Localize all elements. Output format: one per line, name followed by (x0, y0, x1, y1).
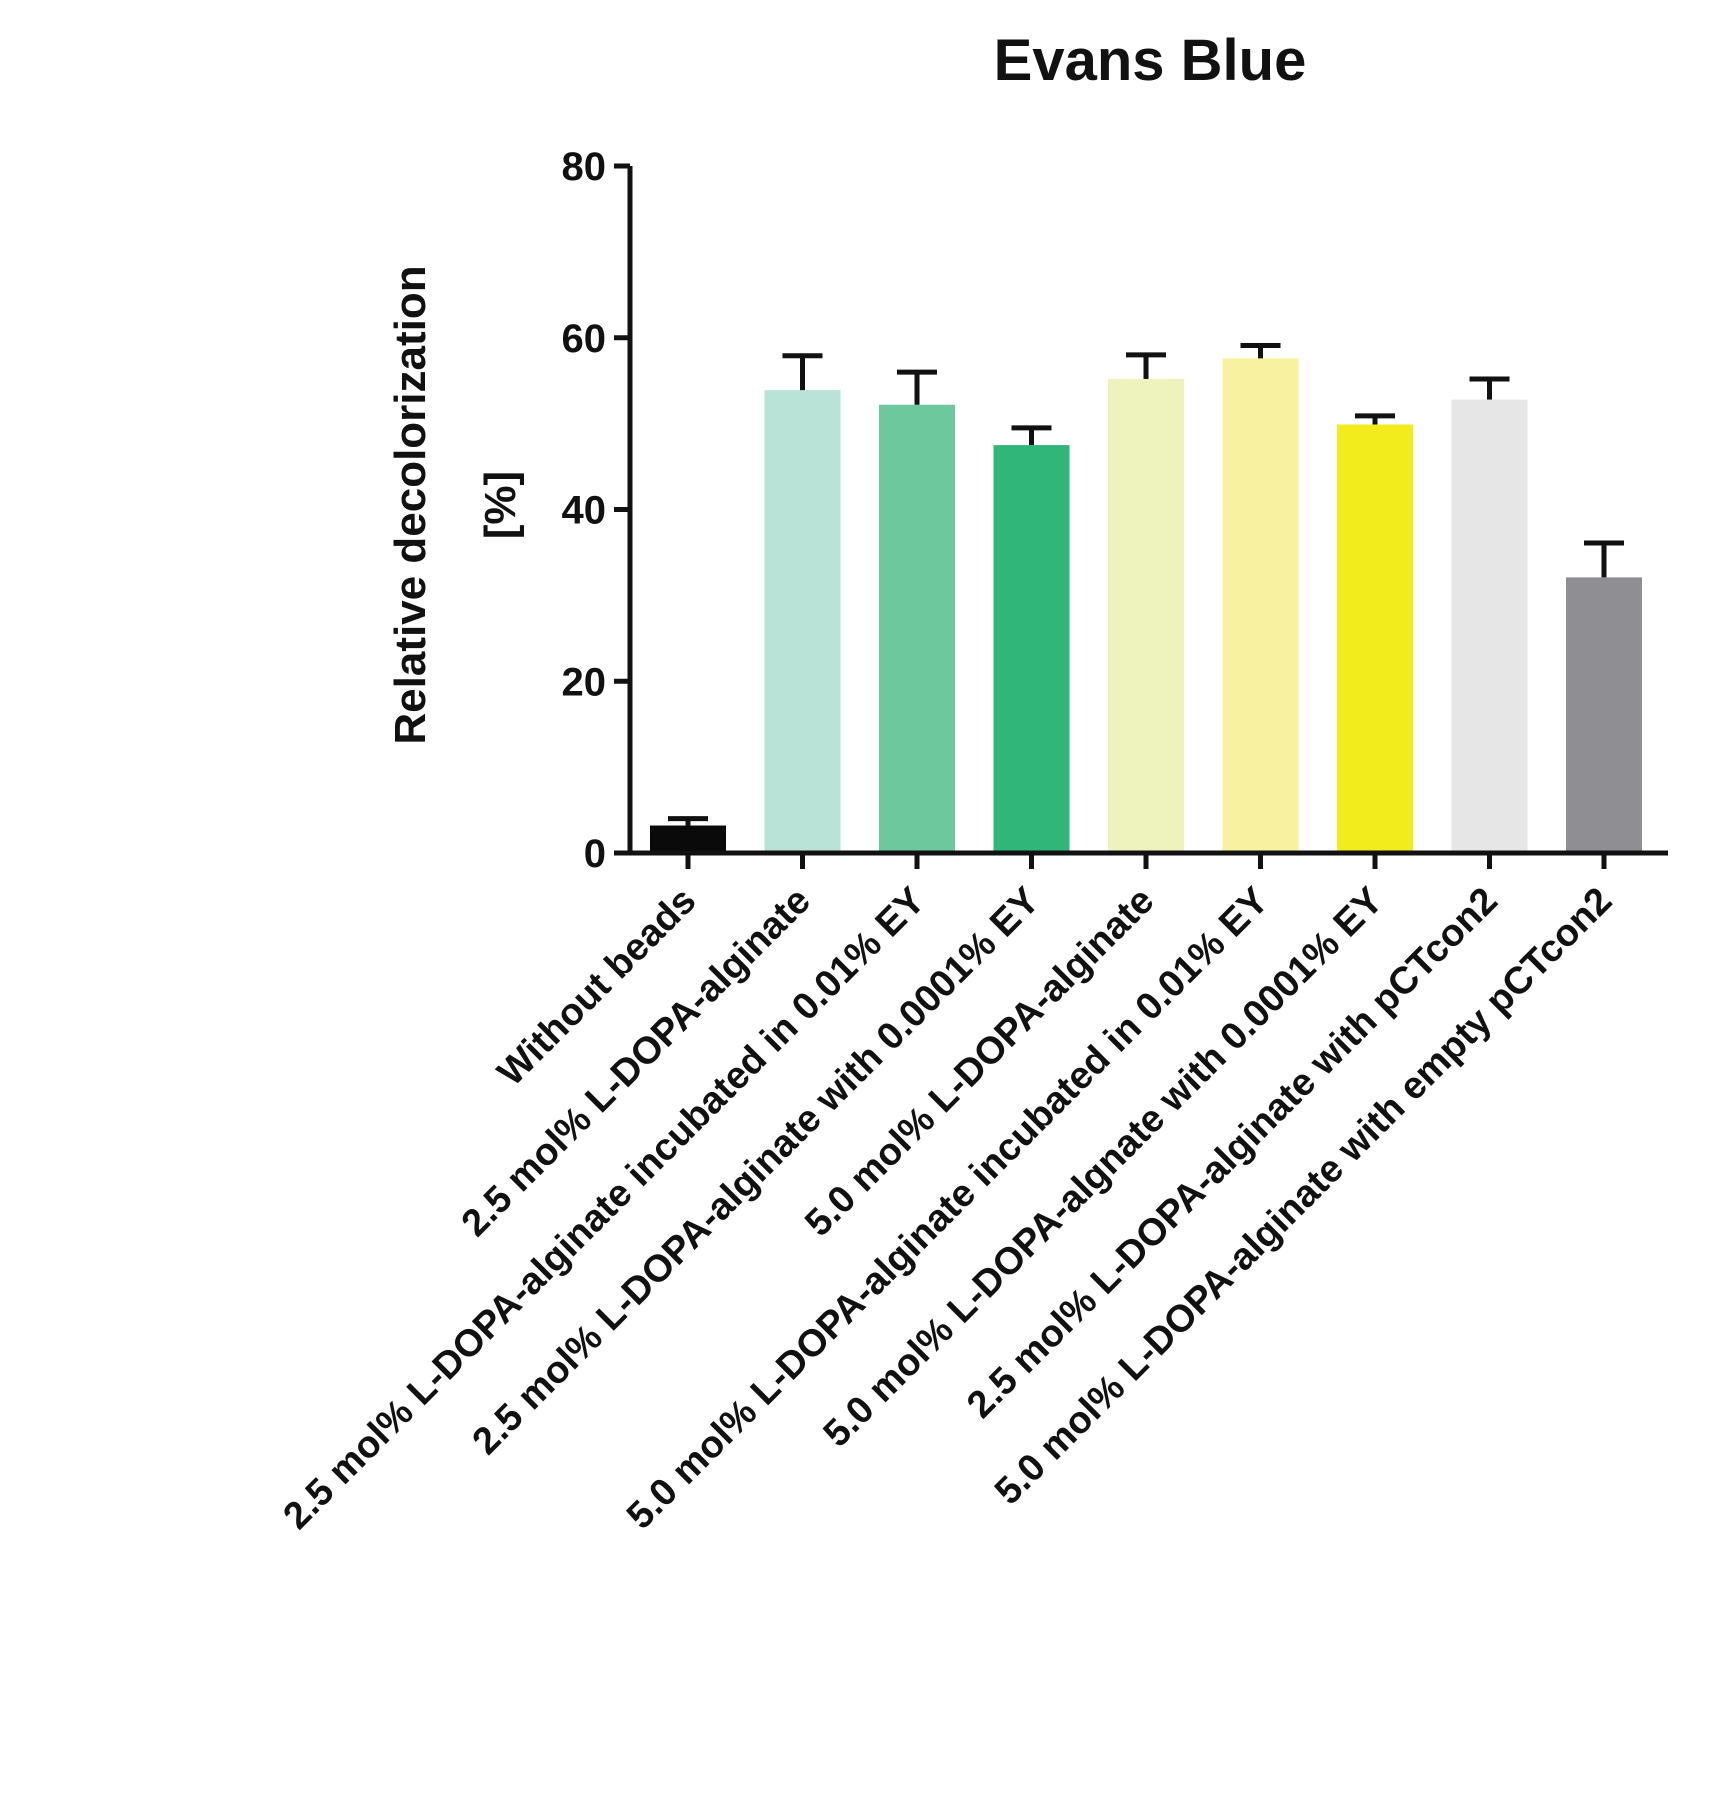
bar-3 (879, 404, 955, 853)
bar-5 (1108, 378, 1184, 853)
bar-2 (764, 390, 841, 853)
y-tick-label-60: 60 (562, 317, 607, 361)
y-axis-label-line-1: Relative decolorization (386, 265, 435, 744)
y-tick-label-40: 40 (562, 489, 607, 533)
x-tick-label-8: 2.5 mol% L-DOPA-alginate with pCTcon2 (959, 880, 1506, 1427)
bar-1 (650, 825, 726, 853)
chart-title: Evans Blue (994, 28, 1307, 93)
y-axis-label-line-2: [%] (476, 471, 525, 539)
plot-area: 0 20 40 60 80 Without beads 2.5 mol% L-DOPA-al… (276, 145, 1668, 1537)
y-axis-label: Relative decolorization [%] (386, 265, 525, 744)
bar-8 (1451, 399, 1528, 853)
bar-7 (1337, 424, 1413, 853)
bar-9 (1566, 577, 1642, 853)
y-tick-label-0: 0 (584, 832, 606, 876)
bar-6 (1222, 358, 1299, 853)
y-tick-label-80: 80 (562, 145, 607, 189)
y-tick-label-20: 20 (562, 660, 607, 704)
bar-4 (993, 445, 1070, 853)
x-tick-label-1: Without beads (490, 880, 705, 1095)
